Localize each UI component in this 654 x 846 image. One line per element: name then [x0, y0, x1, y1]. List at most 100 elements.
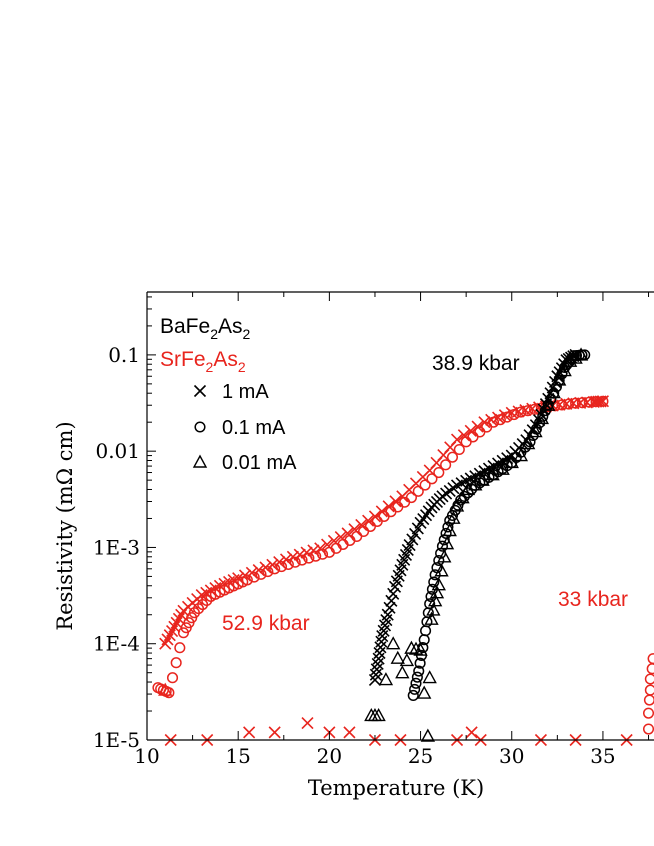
y-tick-label: 1E-4	[93, 632, 140, 656]
annotation-33-kbar: 33 kbar	[558, 588, 628, 611]
data-point	[255, 568, 267, 580]
data-point	[241, 574, 253, 586]
series-3	[164, 716, 633, 747]
sr-base: SrFe	[160, 348, 206, 371]
legend-label-0-1ma: 0.1 mA	[222, 417, 286, 439]
data-point	[642, 723, 654, 735]
series-7	[364, 347, 589, 742]
data-point	[453, 443, 465, 456]
data-point	[455, 490, 470, 504]
data-point	[378, 672, 394, 686]
compound-label-sr: SrFe2As2	[160, 348, 246, 375]
ba-base: BaFe	[160, 315, 210, 338]
y-tick-label: 0.1	[108, 343, 140, 367]
series-1	[152, 395, 609, 699]
y-tick-label: 0.01	[95, 439, 140, 463]
data-point	[405, 491, 417, 504]
data-point	[371, 707, 386, 722]
data-point	[409, 683, 421, 695]
data-point	[442, 523, 457, 537]
x-tick-label: 10	[134, 744, 159, 768]
data-point	[515, 406, 527, 418]
data-point	[289, 556, 301, 568]
data-point	[163, 687, 175, 699]
data-point	[434, 563, 449, 577]
data-point	[528, 403, 541, 415]
data-point	[557, 363, 572, 377]
data-point	[248, 571, 260, 583]
data-point	[410, 677, 422, 689]
data-point	[429, 585, 445, 599]
data-point	[439, 536, 455, 550]
data-point	[420, 728, 436, 742]
legend: 1 mA 0.1 mA 0.01 mA	[192, 381, 297, 474]
legend-label-0-01ma: 0.01 mA	[222, 452, 297, 474]
data-point	[644, 684, 654, 696]
legend-label-1ma: 1 mA	[222, 381, 269, 403]
x-tick-label: 25	[408, 744, 433, 768]
data-point	[573, 347, 589, 361]
data-point	[413, 665, 425, 677]
data-point	[382, 500, 395, 513]
data-point	[426, 473, 438, 485]
data-point	[408, 641, 424, 655]
legend-marker-circle-icon	[194, 421, 206, 433]
data-point	[475, 472, 490, 486]
data-point	[268, 726, 281, 739]
data-point	[597, 395, 609, 407]
compound-label-ba: BaFe2As2	[160, 315, 251, 342]
data-point	[494, 414, 506, 426]
data-point	[433, 466, 445, 479]
legend-marker-triangle	[192, 454, 208, 468]
data-point	[457, 429, 470, 442]
data-point	[310, 550, 322, 562]
data-point	[528, 424, 543, 438]
ba-sub2: 2	[243, 326, 251, 342]
data-point	[389, 495, 402, 508]
y-tick-label: 1E-5	[93, 728, 140, 752]
data-point	[424, 611, 439, 625]
x-tick-label: 20	[317, 744, 342, 768]
data-point	[465, 726, 478, 739]
data-point	[647, 653, 654, 665]
data-point	[583, 396, 595, 408]
data-point	[537, 410, 549, 422]
y-axis-label: Resistivity (mΩ cm)	[53, 421, 77, 630]
data-point	[174, 642, 186, 654]
data-point	[275, 561, 288, 573]
data-point	[413, 642, 428, 656]
data-point	[412, 485, 424, 497]
series-6	[407, 349, 591, 702]
data-point	[485, 467, 500, 481]
data-point	[495, 461, 510, 475]
data-point	[433, 554, 445, 567]
data-point	[343, 726, 356, 739]
data-point	[407, 689, 419, 702]
data-point	[399, 652, 415, 667]
sr-mid: As	[213, 348, 238, 371]
data-point	[316, 548, 329, 560]
data-point	[440, 459, 452, 471]
data-point	[431, 577, 446, 591]
sr-sub2: 2	[238, 359, 246, 375]
data-point	[390, 650, 405, 664]
data-point	[404, 640, 419, 654]
data-point	[170, 657, 182, 669]
data-point	[644, 673, 654, 685]
data-point	[460, 482, 476, 496]
data-point	[471, 420, 484, 433]
data-point	[420, 625, 432, 637]
data-point	[417, 685, 432, 699]
data-point	[498, 409, 511, 422]
data-point	[551, 372, 567, 386]
data-point	[522, 405, 534, 417]
data-point	[464, 424, 477, 437]
data-point	[426, 602, 441, 616]
data-point	[642, 707, 654, 719]
series-2	[158, 682, 173, 696]
y-tick-label: 1E-3	[93, 535, 140, 559]
data-point	[501, 411, 513, 423]
data-point	[385, 594, 398, 607]
data-point	[429, 569, 441, 581]
data-point	[411, 671, 423, 683]
